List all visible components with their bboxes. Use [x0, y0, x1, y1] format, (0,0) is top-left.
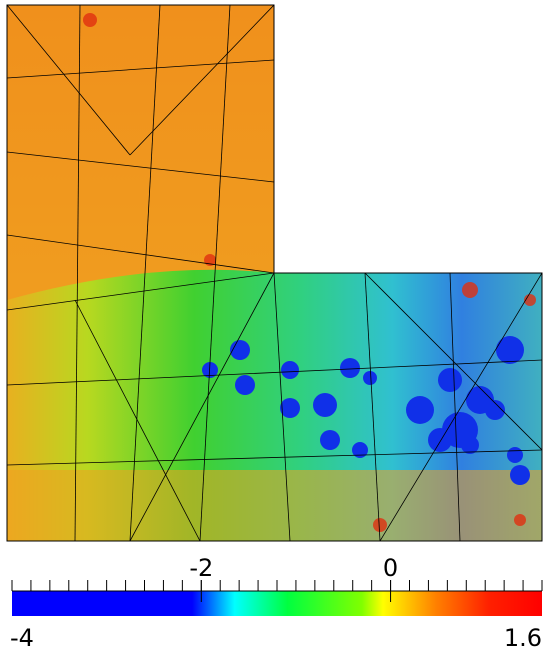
mesh [7, 5, 542, 541]
colorbar [12, 591, 542, 616]
tick-label: -2 [189, 554, 213, 582]
range-max-label: 1.6 [504, 624, 542, 652]
range-min-label: -4 [10, 624, 34, 652]
tick-label: 0 [383, 554, 398, 582]
domain-border [6, 4, 543, 542]
